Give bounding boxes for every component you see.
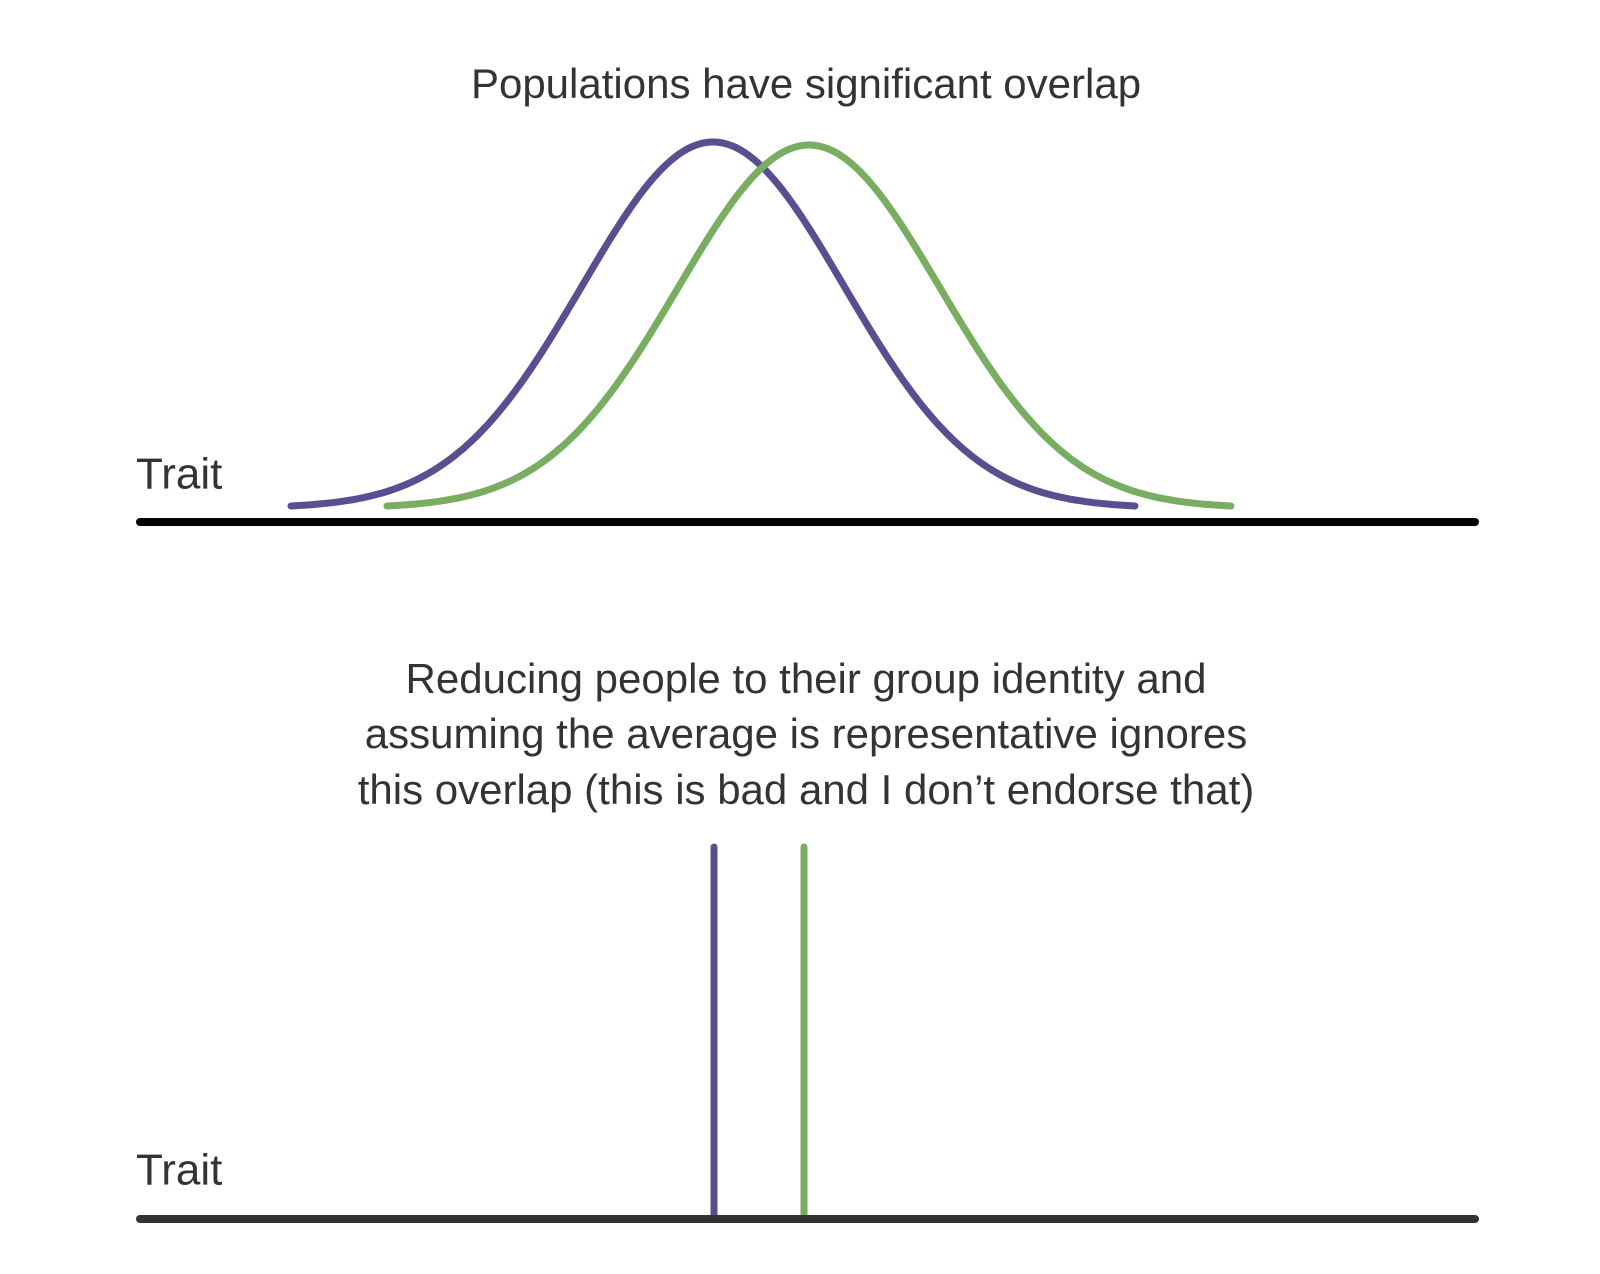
top-title: Populations have significant overlap bbox=[471, 60, 1141, 107]
bottom-title-line: Reducing people to their group identity … bbox=[406, 655, 1207, 702]
bottom-title-line: assuming the average is representative i… bbox=[365, 710, 1248, 757]
axis-label: Trait bbox=[136, 450, 222, 499]
distribution-curve bbox=[287, 138, 1139, 510]
axis-label: Trait bbox=[136, 1146, 222, 1195]
bottom-title-line: this overlap (this is bad and I don’t en… bbox=[358, 766, 1255, 813]
distribution-curve bbox=[383, 141, 1235, 510]
